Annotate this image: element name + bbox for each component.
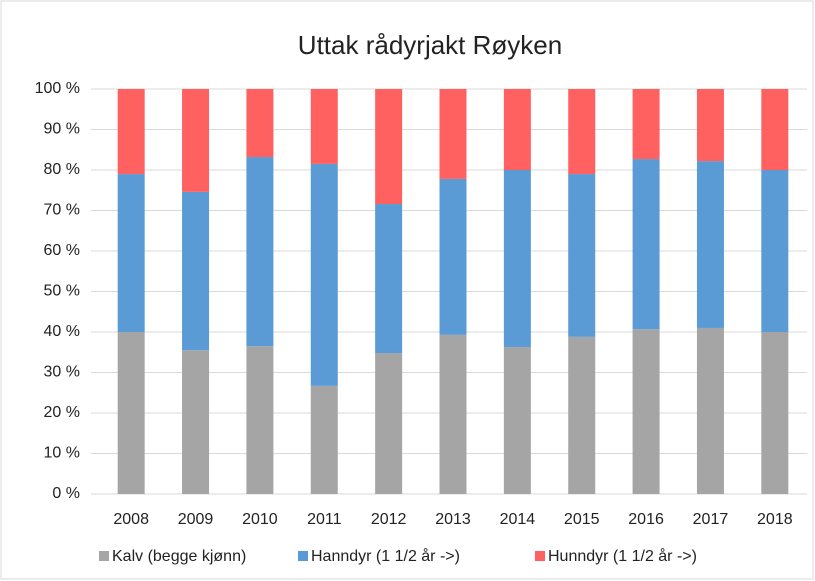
bar-segment [503,346,531,494]
bar-segment [439,178,467,335]
bar-segment [503,170,531,347]
legend-swatch [99,551,109,561]
bar-segment [439,334,467,494]
bar-segment [568,336,596,494]
legend-label: Hanndyr (1 1/2 år ->) [311,547,460,565]
legend-swatch [535,551,545,561]
x-tick-label: 2009 [178,511,214,528]
bar-segment [310,89,338,164]
bar-segment [117,174,145,332]
bar-segment [246,346,274,494]
bar-segment [503,89,531,170]
bar-segment [568,174,596,337]
y-tick-label: 40 % [44,323,80,340]
y-tick-label: 90 % [44,121,80,138]
bar-segment [696,89,724,162]
y-tick-label: 80 % [44,161,80,178]
y-tick-label: 20 % [44,404,80,421]
bar-segment [439,89,467,179]
y-tick-label: 100 % [35,80,80,97]
y-tick-label: 50 % [44,283,80,300]
bar-segment [375,353,403,494]
x-tick-label: 2008 [113,511,149,528]
bar-segment [568,89,596,175]
legend-swatch [298,551,308,561]
x-tick-label: 2014 [500,511,536,528]
y-tick-label: 60 % [44,242,80,259]
x-tick-label: 2018 [757,511,793,528]
x-tick-label: 2017 [693,511,729,528]
bar-segment [632,89,660,160]
bar-segment [117,89,145,175]
bar-segment [761,89,789,170]
bar-segment [632,159,660,330]
x-tick-label: 2013 [435,511,471,528]
y-tick-label: 10 % [44,445,80,462]
bar-segment [761,332,789,494]
bar-segment [696,161,724,328]
bar-segment [696,327,724,494]
chart-title: Uttak rådyrjakt Røyken [298,30,562,60]
x-tick-label: 2012 [371,511,407,528]
x-tick-label: 2011 [307,511,342,528]
legend-label: Kalv (begge kjønn) [112,548,246,565]
bar-segment [375,204,403,354]
bar-segment [375,89,403,205]
y-tick-label: 0 % [52,485,80,502]
bar-segment [246,89,274,158]
y-tick-label: 70 % [44,202,80,219]
x-tick-label: 2010 [242,511,278,528]
legend-label: Hunndyr (1 1/2 år ->) [548,547,697,565]
bar-segment [310,385,338,494]
bar-segment [310,163,338,386]
y-tick-label: 30 % [44,364,80,381]
bar-segment [182,191,210,351]
bar-segment [632,329,660,494]
bar-segment [761,170,789,332]
x-tick-label: 2016 [628,511,664,528]
bar-segment [246,157,274,347]
bar-segment [117,332,145,494]
bar-segment [182,350,210,494]
bar-segment [182,89,210,192]
x-tick-label: 2015 [564,511,600,528]
